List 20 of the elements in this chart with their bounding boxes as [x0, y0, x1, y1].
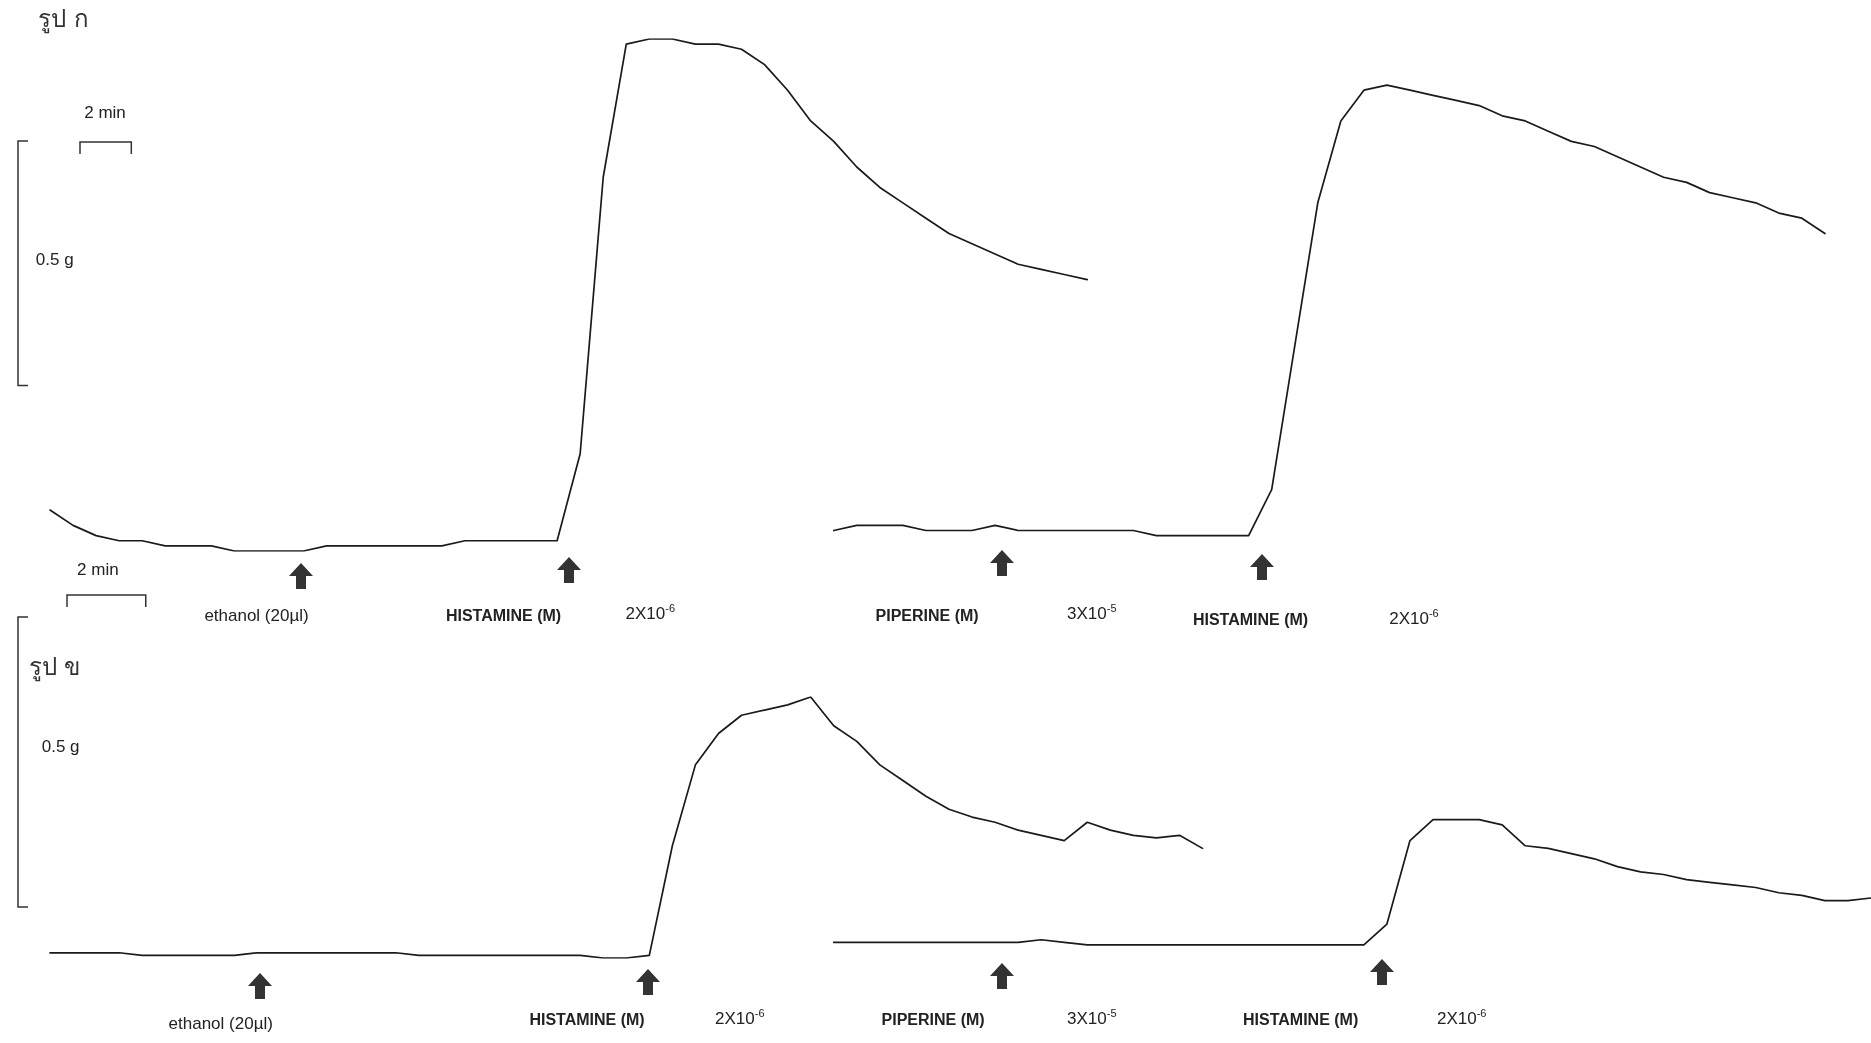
text: ethanol (20µl)	[168, 1013, 273, 1034]
text: 2X10$^{-6}$	[715, 1007, 765, 1029]
text: HISTAMINE (M)	[1192, 611, 1309, 630]
text: 2X10$^{-6}$	[1389, 607, 1439, 629]
text: PIPERINE (M)	[875, 606, 979, 625]
text: 2 min	[77, 560, 119, 581]
text: 2X10$^{-6}$	[625, 602, 676, 625]
chart-title: รูป ก	[38, 5, 90, 34]
annotation: 0.5 g	[41, 736, 80, 757]
text: PIPERINE (M)	[881, 1011, 985, 1030]
text: HISTAMINE (M)	[445, 606, 562, 625]
text: ethanol (20µl)	[204, 605, 309, 626]
annotation: 0.5 g	[35, 250, 74, 271]
text: 2X10$^{-6}$	[1436, 1007, 1487, 1029]
text: HISTAMINE (M)	[529, 1011, 645, 1030]
chart-title: รูป ข	[28, 653, 81, 682]
text: HISTAMINE (M)	[1243, 1011, 1359, 1030]
text: 3X10$^{-5}$	[1067, 1007, 1117, 1029]
text: 3X10$^{-5}$	[1067, 602, 1117, 625]
annotation: 2 min	[84, 103, 126, 124]
